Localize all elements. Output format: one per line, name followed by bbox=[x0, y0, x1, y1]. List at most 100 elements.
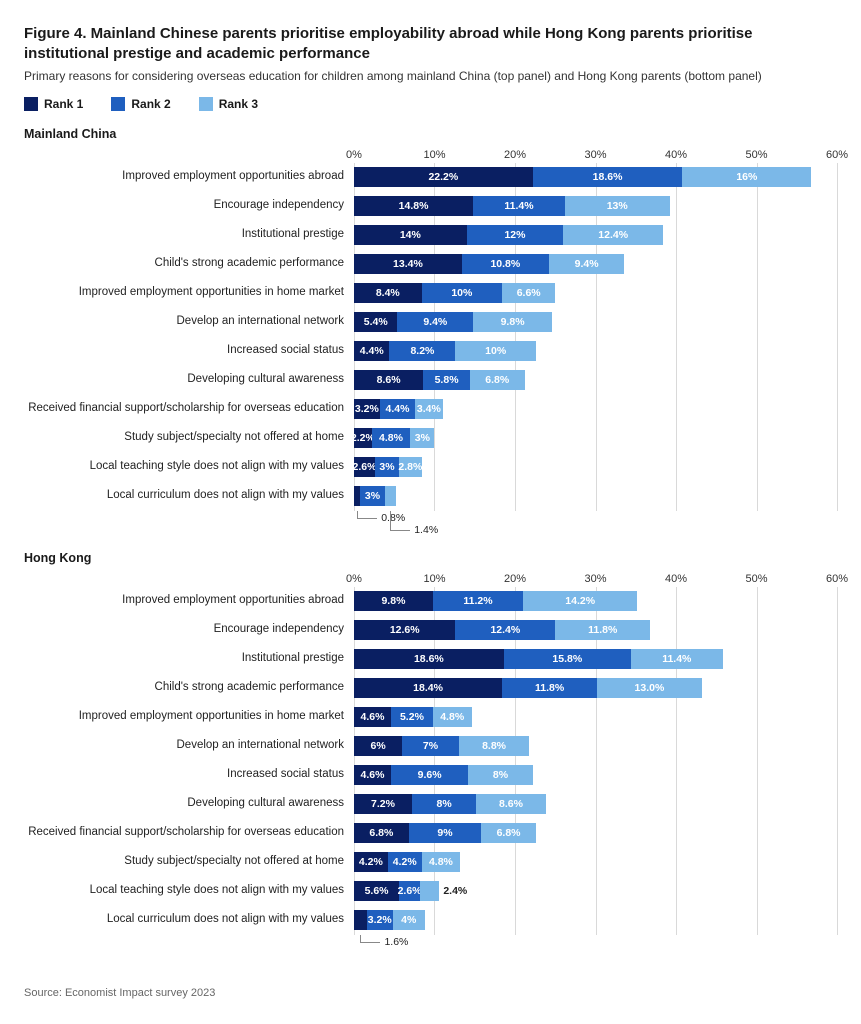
axis-tick: 40% bbox=[665, 573, 687, 585]
bar-row: Developing cultural awareness7.2%8%8.6% bbox=[24, 790, 837, 819]
bar-row: Improved employment opportunities abroad… bbox=[24, 163, 837, 192]
bar-segment-rank2: 3% bbox=[360, 486, 384, 506]
bar-segment-rank2: 10% bbox=[422, 283, 502, 303]
axis-tick: 50% bbox=[745, 149, 767, 161]
bar-segment-rank1: 6% bbox=[354, 736, 402, 756]
bar-segment-rank1 bbox=[354, 910, 367, 930]
axis-tick: 20% bbox=[504, 573, 526, 585]
rows-wrap: Improved employment opportunities abroad… bbox=[24, 163, 837, 511]
bar-segment-rank1: 4.6% bbox=[354, 707, 391, 727]
rows-wrap: Improved employment opportunities abroad… bbox=[24, 587, 837, 935]
bar-track: 6%7%8.8% bbox=[354, 736, 837, 756]
bar-segment-rank2: 8.2% bbox=[389, 341, 455, 361]
bar-segment-rank3: 6.8% bbox=[481, 823, 536, 843]
bar-row: Study subject/specialty not offered at h… bbox=[24, 424, 837, 453]
bar-track: 13.4%10.8%9.4% bbox=[354, 254, 837, 274]
bar-segment-rank3: 9.8% bbox=[473, 312, 552, 332]
bar-segment-rank1: 7.2% bbox=[354, 794, 412, 814]
bar-track: 3.2%4% bbox=[354, 910, 837, 930]
bar-segment-rank2: 15.8% bbox=[504, 649, 631, 669]
legend-swatch bbox=[111, 97, 125, 111]
bar-segment-rank2: 8% bbox=[412, 794, 476, 814]
bar-row: Improved employment opportunities abroad… bbox=[24, 587, 837, 616]
bar-segment-rank1: 4.6% bbox=[354, 765, 391, 785]
panel-label: Hong Kong bbox=[24, 551, 837, 565]
bar-segment-rank3 bbox=[420, 881, 439, 901]
bar-segment-rank3: 6.6% bbox=[502, 283, 555, 303]
row-label: Improved employment opportunities in hom… bbox=[24, 286, 354, 299]
grid-line bbox=[837, 163, 838, 511]
axis-tick: 30% bbox=[584, 149, 606, 161]
legend: Rank 1 Rank 2 Rank 3 bbox=[24, 97, 837, 111]
row-label: Study subject/specialty not offered at h… bbox=[24, 431, 354, 444]
callout-line bbox=[357, 511, 377, 519]
bar-segment-rank1: 3.2% bbox=[354, 399, 380, 419]
bar-row: Child's strong academic performance18.4%… bbox=[24, 674, 837, 703]
bar-row: Increased social status4.4%8.2%10% bbox=[24, 337, 837, 366]
row-label: Local curriculum does not align with my … bbox=[24, 913, 354, 926]
legend-swatch bbox=[24, 97, 38, 111]
row-label: Received financial support/scholarship f… bbox=[24, 402, 354, 415]
bar-segment-rank3: 4% bbox=[393, 910, 425, 930]
axis-tick: 10% bbox=[423, 149, 445, 161]
bar-segment-rank2: 9.4% bbox=[397, 312, 473, 332]
bar-segment-rank1: 4.4% bbox=[354, 341, 389, 361]
bar-row: Local curriculum does not align with my … bbox=[24, 482, 837, 511]
bar-segment-rank2: 12.4% bbox=[455, 620, 555, 640]
bar-track: 2.6%3%2.8% bbox=[354, 457, 837, 477]
axis-tick: 0% bbox=[346, 573, 362, 585]
legend-item: Rank 3 bbox=[199, 97, 258, 111]
bar-segment-rank2: 12% bbox=[467, 225, 564, 245]
bar-row: Received financial support/scholarship f… bbox=[24, 395, 837, 424]
legend-swatch bbox=[199, 97, 213, 111]
bar-track: 3% bbox=[354, 486, 837, 506]
bar-segment-rank1: 13.4% bbox=[354, 254, 462, 274]
callout-area: 0.8%1.4% bbox=[354, 511, 837, 545]
row-label: Developing cultural awareness bbox=[24, 373, 354, 386]
bar-track: 22.2%18.6%16% bbox=[354, 167, 837, 187]
bar-segment-rank1: 14.8% bbox=[354, 196, 473, 216]
legend-label: Rank 1 bbox=[44, 97, 83, 111]
bar-segment-rank2: 9% bbox=[409, 823, 481, 843]
axis-row: 0%10%20%30%40%50%60% bbox=[24, 567, 837, 585]
bar-row: Study subject/specialty not offered at h… bbox=[24, 848, 837, 877]
bar-value-label: 2.4% bbox=[439, 881, 467, 901]
bar-segment-rank3: 2.8% bbox=[399, 457, 422, 477]
bar-segment-rank2: 11.8% bbox=[502, 678, 597, 698]
bar-row: Encourage independency14.8%11.4%13% bbox=[24, 192, 837, 221]
bar-segment-rank2: 4.4% bbox=[380, 399, 415, 419]
bar-row: Local curriculum does not align with my … bbox=[24, 906, 837, 935]
bar-segment-rank1: 6.8% bbox=[354, 823, 409, 843]
legend-label: Rank 2 bbox=[131, 97, 170, 111]
panel-label: Mainland China bbox=[24, 127, 837, 141]
callout-text: 1.4% bbox=[414, 524, 438, 536]
bar-track: 3.2%4.4%3.4% bbox=[354, 399, 837, 419]
bar-segment-rank2: 11.4% bbox=[473, 196, 565, 216]
row-label: Increased social status bbox=[24, 768, 354, 781]
legend-item: Rank 2 bbox=[111, 97, 170, 111]
axis-row: 0%10%20%30%40%50%60% bbox=[24, 143, 837, 161]
bar-segment-rank3: 11.4% bbox=[631, 649, 723, 669]
figure-title: Figure 4. Mainland Chinese parents prior… bbox=[24, 24, 784, 65]
bar-segment-rank3: 14.2% bbox=[523, 591, 637, 611]
axis-tick: 40% bbox=[665, 149, 687, 161]
callout-line bbox=[360, 935, 380, 943]
row-label: Institutional prestige bbox=[24, 228, 354, 241]
bar-segment-rank1: 12.6% bbox=[354, 620, 455, 640]
bar-segment-rank2: 7% bbox=[402, 736, 458, 756]
bar-segment-rank3: 3.4% bbox=[415, 399, 442, 419]
bar-track: 14.8%11.4%13% bbox=[354, 196, 837, 216]
axis-tick: 60% bbox=[826, 573, 848, 585]
bar-track: 5.4%9.4%9.8% bbox=[354, 312, 837, 332]
bar-segment-rank3: 12.4% bbox=[563, 225, 663, 245]
row-label: Study subject/specialty not offered at h… bbox=[24, 855, 354, 868]
bar-row: Institutional prestige18.6%15.8%11.4% bbox=[24, 645, 837, 674]
row-label: Local curriculum does not align with my … bbox=[24, 489, 354, 502]
bar-segment-rank3: 6.8% bbox=[470, 370, 525, 390]
row-label: Encourage independency bbox=[24, 199, 354, 212]
bar-track: 4.4%8.2%10% bbox=[354, 341, 837, 361]
bar-segment-rank1: 8.4% bbox=[354, 283, 422, 303]
bar-segment-rank1: 2.6% bbox=[354, 457, 375, 477]
bar-segment-rank3: 3% bbox=[410, 428, 434, 448]
row-label: Encourage independency bbox=[24, 623, 354, 636]
